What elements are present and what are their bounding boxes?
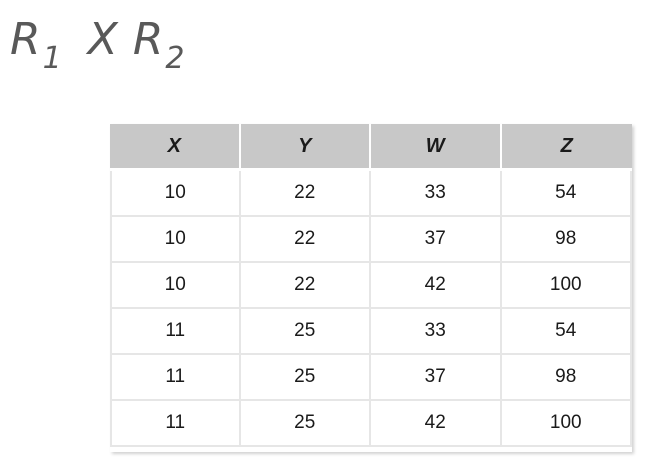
table-row: 10 22 33 54 [110,171,632,217]
table-cell: 42 [371,401,502,447]
page-title: R1 X R2 [10,12,186,76]
table-row: 10 22 37 98 [110,217,632,263]
table-cell: 54 [501,309,632,355]
title-right-subscript: 2 [165,41,186,76]
table-row: 11 25 37 98 [110,355,632,401]
table-cell: 33 [371,309,502,355]
column-header-x: X [110,124,241,171]
table-cell: 10 [110,171,241,217]
table-cell: 11 [110,355,241,401]
cartesian-product-table: X Y W Z 10 22 33 54 10 22 37 98 10 22 [110,124,632,452]
table-cell: 10 [110,263,241,309]
table-cell: 22 [240,171,371,217]
table-cell: 25 [240,309,371,355]
table-cell: 22 [240,217,371,263]
table-cell: 25 [240,401,371,447]
title-left-operand: R [10,14,42,65]
table-cell: 37 [371,217,502,263]
column-header-w: W [371,124,502,171]
table-cell: 98 [501,217,632,263]
title-left-subscript: 1 [42,41,63,76]
table-cell: 98 [501,355,632,401]
column-header-y: Y [240,124,371,171]
table-cell: 11 [110,401,241,447]
title-operator: X [87,14,119,65]
table-row: 10 22 42 100 [110,263,632,309]
table-cell: 42 [371,263,502,309]
table-cell: 10 [110,217,241,263]
result-table: X Y W Z 10 22 33 54 10 22 37 98 10 22 [110,124,632,447]
table-cell: 100 [501,263,632,309]
table-cell: 22 [240,263,371,309]
column-header-z: Z [501,124,632,171]
table-header-row: X Y W Z [110,124,632,171]
table-cell: 25 [240,355,371,401]
table-row: 11 25 42 100 [110,401,632,447]
table-cell: 33 [371,171,502,217]
title-right-operand: R [132,14,165,65]
table-row: 11 25 33 54 [110,309,632,355]
table-cell: 54 [501,171,632,217]
table-cell: 37 [371,355,502,401]
table-cell: 100 [501,401,632,447]
table-cell: 11 [110,309,241,355]
